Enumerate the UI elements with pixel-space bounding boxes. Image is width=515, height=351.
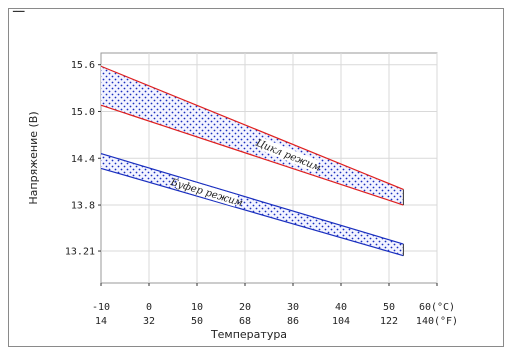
cropped-header: ـــ: [9, 9, 89, 19]
y-tick-label: 14.4: [71, 154, 95, 165]
band-label-bg: [257, 137, 320, 173]
y-tick-label: 13.8: [71, 201, 95, 212]
x-axis-label: Температура: [210, 328, 287, 341]
band-1-upper-line: [100, 153, 404, 245]
x-tick-label-fahrenheit: 122: [380, 316, 398, 327]
x-tick-label-fahrenheit: 14: [95, 316, 107, 327]
x-tick-label-celsius: 10: [191, 302, 203, 313]
band-1-lower-line: [100, 167, 404, 257]
x-tick-label-fahrenheit: 86: [287, 316, 299, 327]
band-label-bg: [175, 177, 239, 207]
x-tick-label-fahrenheit: 32: [143, 316, 155, 327]
x-tick-label-celsius: 40: [335, 302, 347, 313]
y-axis-label: Напряжение (В): [27, 111, 40, 204]
x-tick-label-celsius: 50: [383, 302, 395, 313]
x-tick-label-celsius: 20: [239, 302, 251, 313]
band-0-lower-line: [100, 104, 404, 206]
x-tick-label-fahrenheit: 68: [239, 316, 251, 327]
x-tick-label-fahrenheit: 140(°F): [416, 316, 458, 327]
x-tick-label-celsius: -10: [92, 302, 110, 313]
x-tick-label-celsius: 30: [287, 302, 299, 313]
x-tick-label-celsius: 60(°C): [419, 302, 455, 313]
y-tick-label: 15.0: [71, 107, 95, 118]
band-0: [101, 66, 404, 206]
y-tick-label: 15.6: [71, 60, 95, 71]
band-0-upper-line: [100, 65, 404, 190]
band-1: [101, 153, 404, 256]
x-tick-label-fahrenheit: 50: [191, 316, 203, 327]
cropped-header-text: ـــ: [13, 9, 24, 16]
x-tick-label-celsius: 0: [146, 302, 152, 313]
y-tick-label: 13.21: [65, 247, 95, 258]
x-tick-label-fahrenheit: 104: [332, 316, 350, 327]
